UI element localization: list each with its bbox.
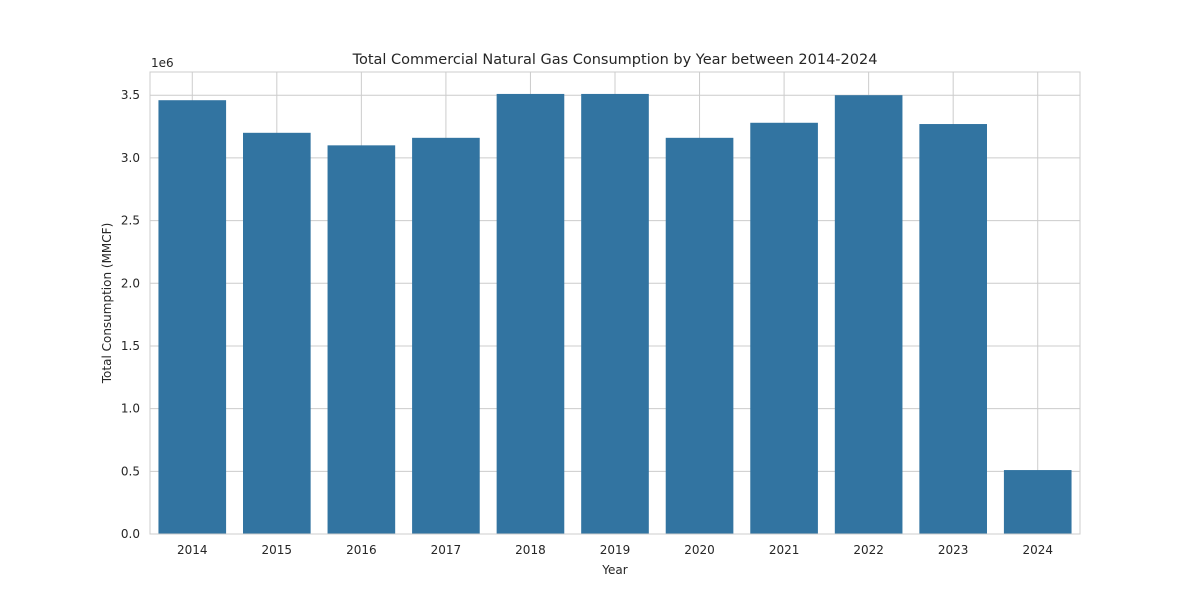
y-tick-label: 2.0	[121, 276, 140, 290]
y-axis-label: Total Consumption (MMCF)	[100, 223, 114, 384]
bar-2018	[496, 93, 565, 534]
x-tick-label: 2014	[177, 543, 208, 557]
x-tick-label: 2016	[346, 543, 377, 557]
bar-2016	[327, 145, 396, 535]
bar-2019	[581, 93, 649, 534]
x-tick-label: 2017	[431, 543, 462, 557]
chart-title: Total Commercial Natural Gas Consumption…	[352, 52, 878, 68]
bar-2022	[834, 95, 903, 534]
x-tick-labels: 2014 2015 2016 2017 2018 2019 2020 2021 2022 2023…	[177, 543, 1053, 557]
bar-2023	[919, 124, 987, 535]
y-tick-label: 2.5	[121, 214, 140, 228]
x-tick-label: 2022	[853, 543, 884, 557]
bar-2024	[1003, 470, 1072, 534]
plot-frame	[149, 71, 1081, 535]
y-tick-labels: 0.0 0.5 1.0 1.5 2.0 2.5 3.0 3.5	[121, 88, 140, 541]
y-tick-label: 3.5	[121, 88, 140, 102]
x-tick-label: 2019	[600, 543, 631, 557]
y-tick-label: 0.5	[121, 464, 140, 478]
bar-2015	[243, 132, 311, 534]
x-tick-label: 2023	[938, 543, 969, 557]
bar-2017	[412, 137, 480, 534]
bar-2021	[750, 122, 818, 534]
bar-2020	[665, 137, 734, 534]
x-tick-label: 2024	[1022, 543, 1053, 557]
bars	[158, 93, 1072, 535]
x-tick-label: 2021	[769, 543, 800, 557]
y-tick-label: 0.0	[121, 527, 140, 541]
bar-2014	[158, 100, 227, 534]
x-axis-label: Year	[601, 563, 627, 577]
plot-area	[149, 71, 1081, 535]
x-tick-label: 2015	[262, 543, 293, 557]
x-tick-label: 2020	[684, 543, 715, 557]
y-tick-label: 1.0	[121, 402, 140, 416]
y-axis-offset-label: 1e6	[151, 56, 174, 70]
y-tick-label: 1.5	[121, 339, 140, 353]
y-tick-label: 3.0	[121, 151, 140, 165]
x-tick-label: 2018	[515, 543, 546, 557]
